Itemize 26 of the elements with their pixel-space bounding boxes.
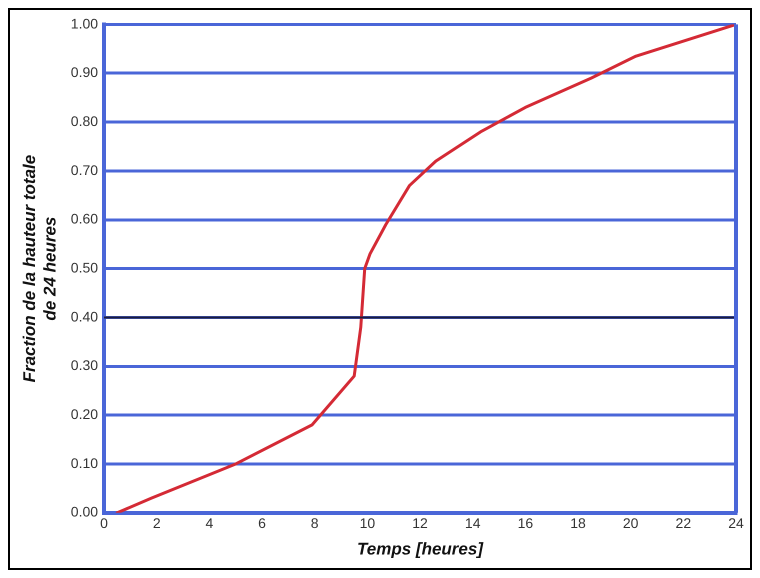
x-tick-label: 14 (464, 515, 481, 532)
y-axis-title: Fraction de la hauteur totale de 24 heures (20, 154, 60, 382)
y-tick-label: 1.00 (70, 15, 98, 32)
y-tick-label: 0.90 (70, 64, 98, 80)
x-tick-label: 0 (100, 515, 108, 532)
x-tick-label: 16 (518, 515, 534, 532)
y-tick-label: 0.60 (70, 210, 98, 227)
x-tick-label: 18 (570, 515, 586, 532)
y-tick-label: 0.80 (70, 112, 98, 129)
y-tick-label: 0.30 (70, 357, 98, 374)
y-tick-label: 0.20 (70, 406, 98, 422)
x-tick-label: 2 (152, 515, 161, 532)
x-tick-label: 10 (360, 515, 376, 532)
y-tick-label: 0.10 (70, 454, 98, 471)
y-tick-label: 0.00 (70, 504, 98, 520)
x-tick-label: 8 (310, 515, 319, 532)
x-axis-title: Temps [heures] (357, 539, 484, 558)
y-tick-label: 0.50 (70, 259, 98, 276)
x-tick-label: 12 (412, 515, 428, 532)
x-tick-label: 22 (676, 515, 692, 532)
x-tick-label: 6 (258, 515, 266, 532)
y-tick-label: 0.40 (70, 308, 98, 324)
x-tick-label: 4 (205, 515, 214, 532)
x-tick-label: 24 (728, 515, 744, 532)
y-tick-label: 0.70 (70, 162, 98, 178)
x-tick-label: 20 (622, 515, 639, 532)
